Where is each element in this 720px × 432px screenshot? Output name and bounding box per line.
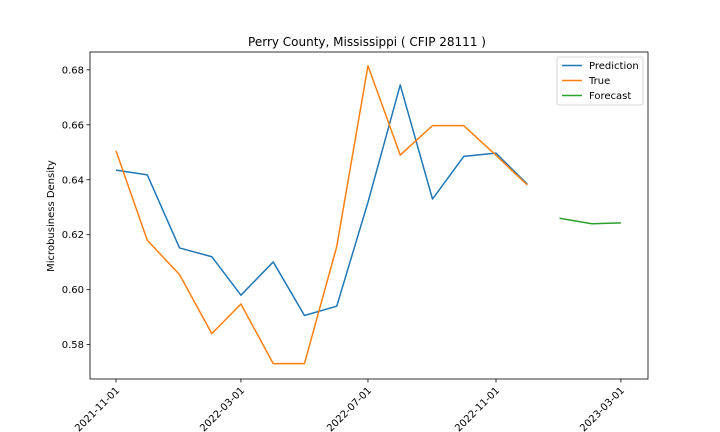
x-tick-label: 2022-03-01 bbox=[198, 385, 247, 432]
x-tick-label: 2022-07-01 bbox=[325, 385, 374, 432]
x-tick-label: 2022-11-01 bbox=[453, 385, 502, 432]
x-tick-label: 2023-03-01 bbox=[578, 385, 627, 432]
series-line-prediction bbox=[115, 84, 528, 317]
y-tick-label: 0.60 bbox=[62, 285, 84, 296]
x-tick-label: 2021-11-01 bbox=[73, 385, 122, 432]
series-line-true bbox=[115, 64, 528, 365]
y-tick-label: 0.58 bbox=[62, 340, 84, 351]
y-tick-label: 0.68 bbox=[62, 65, 84, 76]
y-tick-label: 0.64 bbox=[62, 175, 84, 186]
y-axis: 0.58 0.60 0.62 0.64 0.66 0.68 bbox=[62, 65, 90, 351]
x-axis: 2021-11-01 2022-03-01 2022-07-01 2022-11-01… bbox=[73, 379, 627, 432]
y-tick-label: 0.66 bbox=[62, 120, 84, 131]
legend-label-prediction: Prediction bbox=[589, 61, 639, 72]
legend-box bbox=[556, 56, 644, 106]
legend-label-true: True bbox=[588, 76, 610, 87]
legend-label-forecast: Forecast bbox=[589, 91, 631, 102]
legend: Prediction True Forecast bbox=[556, 56, 644, 106]
plot-area bbox=[89, 51, 649, 380]
series-layer bbox=[115, 64, 621, 365]
y-tick-label: 0.62 bbox=[62, 230, 84, 241]
chart-title: Perry County, Mississippi ( CFIP 28111 ) bbox=[248, 35, 486, 49]
series-line-forecast bbox=[559, 217, 621, 225]
y-axis-label: Microbusiness Density bbox=[46, 160, 57, 272]
